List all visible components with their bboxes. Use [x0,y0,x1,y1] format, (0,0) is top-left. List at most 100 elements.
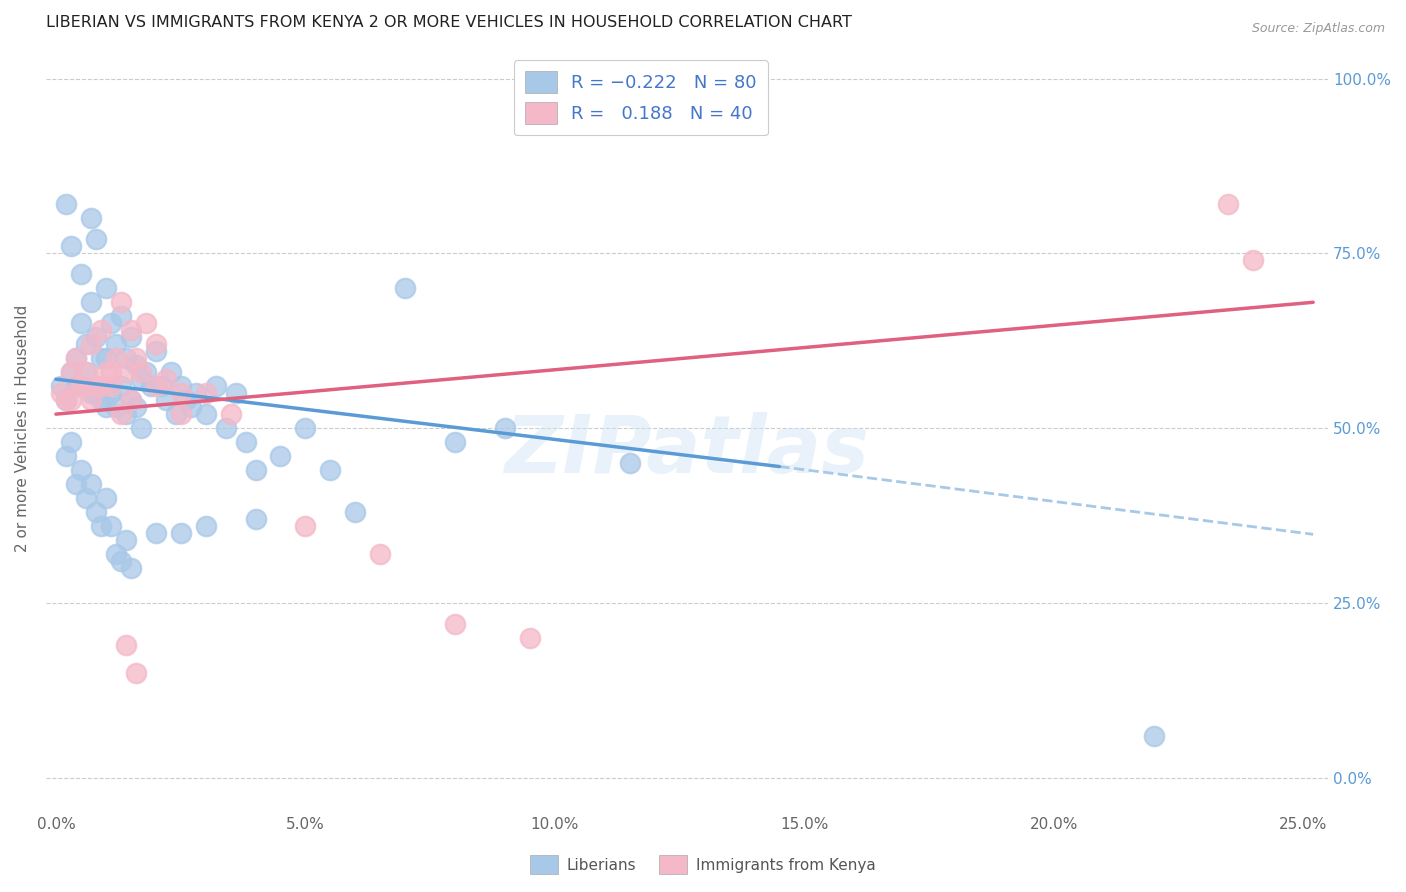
Point [219,407,242,421]
Point [319,463,342,477]
Point [204,379,226,393]
Point [59,239,82,253]
Point [174,393,197,408]
Point [170,386,193,401]
Point [65,477,87,491]
Legend: Liberians, Immigrants from Kenya: Liberians, Immigrants from Kenya [524,849,882,880]
Point [70,316,93,330]
Point [80,477,103,491]
Point [194,407,217,421]
Point [245,512,267,526]
Point [104,337,127,351]
Point [159,365,181,379]
Point [145,344,167,359]
Point [170,407,193,421]
Point [494,421,516,435]
Point [100,386,122,401]
Point [55,197,77,211]
Point [269,449,291,463]
Point [55,393,77,408]
Point [444,616,467,631]
Point [104,400,127,414]
Point [55,393,77,408]
Point [59,435,82,450]
Point [114,638,136,652]
Point [114,407,136,421]
Point [135,365,157,379]
Point [194,519,217,533]
Point [75,337,97,351]
Point [80,295,103,310]
Point [84,330,107,344]
Point [100,316,122,330]
Point [90,519,112,533]
Point [75,365,97,379]
Point [444,435,467,450]
Legend: R = −0.222   N = 80, R =   0.188   N = 40: R = −0.222 N = 80, R = 0.188 N = 40 [513,61,768,135]
Point [1218,197,1240,211]
Point [65,351,87,366]
Point [149,379,172,393]
Point [129,421,152,435]
Point [120,323,142,337]
Point [84,505,107,519]
Point [80,211,103,226]
Point [110,295,132,310]
Point [129,372,152,386]
Point [70,379,93,393]
Point [55,449,77,463]
Point [125,400,148,414]
Text: LIBERIAN VS IMMIGRANTS FROM KENYA 2 OR MORE VEHICLES IN HOUSEHOLD CORRELATION CH: LIBERIAN VS IMMIGRANTS FROM KENYA 2 OR M… [46,15,852,30]
Point [120,330,142,344]
Point [114,365,136,379]
Point [100,365,122,379]
Point [1241,253,1264,268]
Point [90,323,112,337]
Point [90,351,112,366]
Point [70,268,93,282]
Y-axis label: 2 or more Vehicles in Household: 2 or more Vehicles in Household [15,304,30,552]
Point [110,554,132,568]
Point [75,365,97,379]
Point [139,379,162,393]
Point [80,337,103,351]
Point [519,631,541,645]
Point [104,547,127,561]
Point [194,386,217,401]
Point [100,519,122,533]
Point [110,379,132,393]
Point [135,316,157,330]
Point [114,351,136,366]
Point [214,421,236,435]
Point [165,407,187,421]
Point [170,525,193,540]
Point [84,379,107,393]
Point [90,393,112,408]
Point [114,533,136,547]
Point [155,372,177,386]
Text: Source: ZipAtlas.com: Source: ZipAtlas.com [1251,22,1385,36]
Point [94,400,117,414]
Point [344,505,367,519]
Point [125,351,148,366]
Point [84,386,107,401]
Point [294,421,316,435]
Text: ZIPatlas: ZIPatlas [505,412,869,491]
Point [235,435,257,450]
Point [94,491,117,505]
Point [80,393,103,408]
Point [155,393,177,408]
Point [49,386,72,401]
Point [145,379,167,393]
Point [125,358,148,372]
Point [619,456,641,470]
Point [90,379,112,393]
Point [125,665,148,680]
Point [59,393,82,408]
Point [245,463,267,477]
Point [1142,729,1164,743]
Point [129,365,152,379]
Point [110,310,132,324]
Point [120,393,142,408]
Point [104,351,127,366]
